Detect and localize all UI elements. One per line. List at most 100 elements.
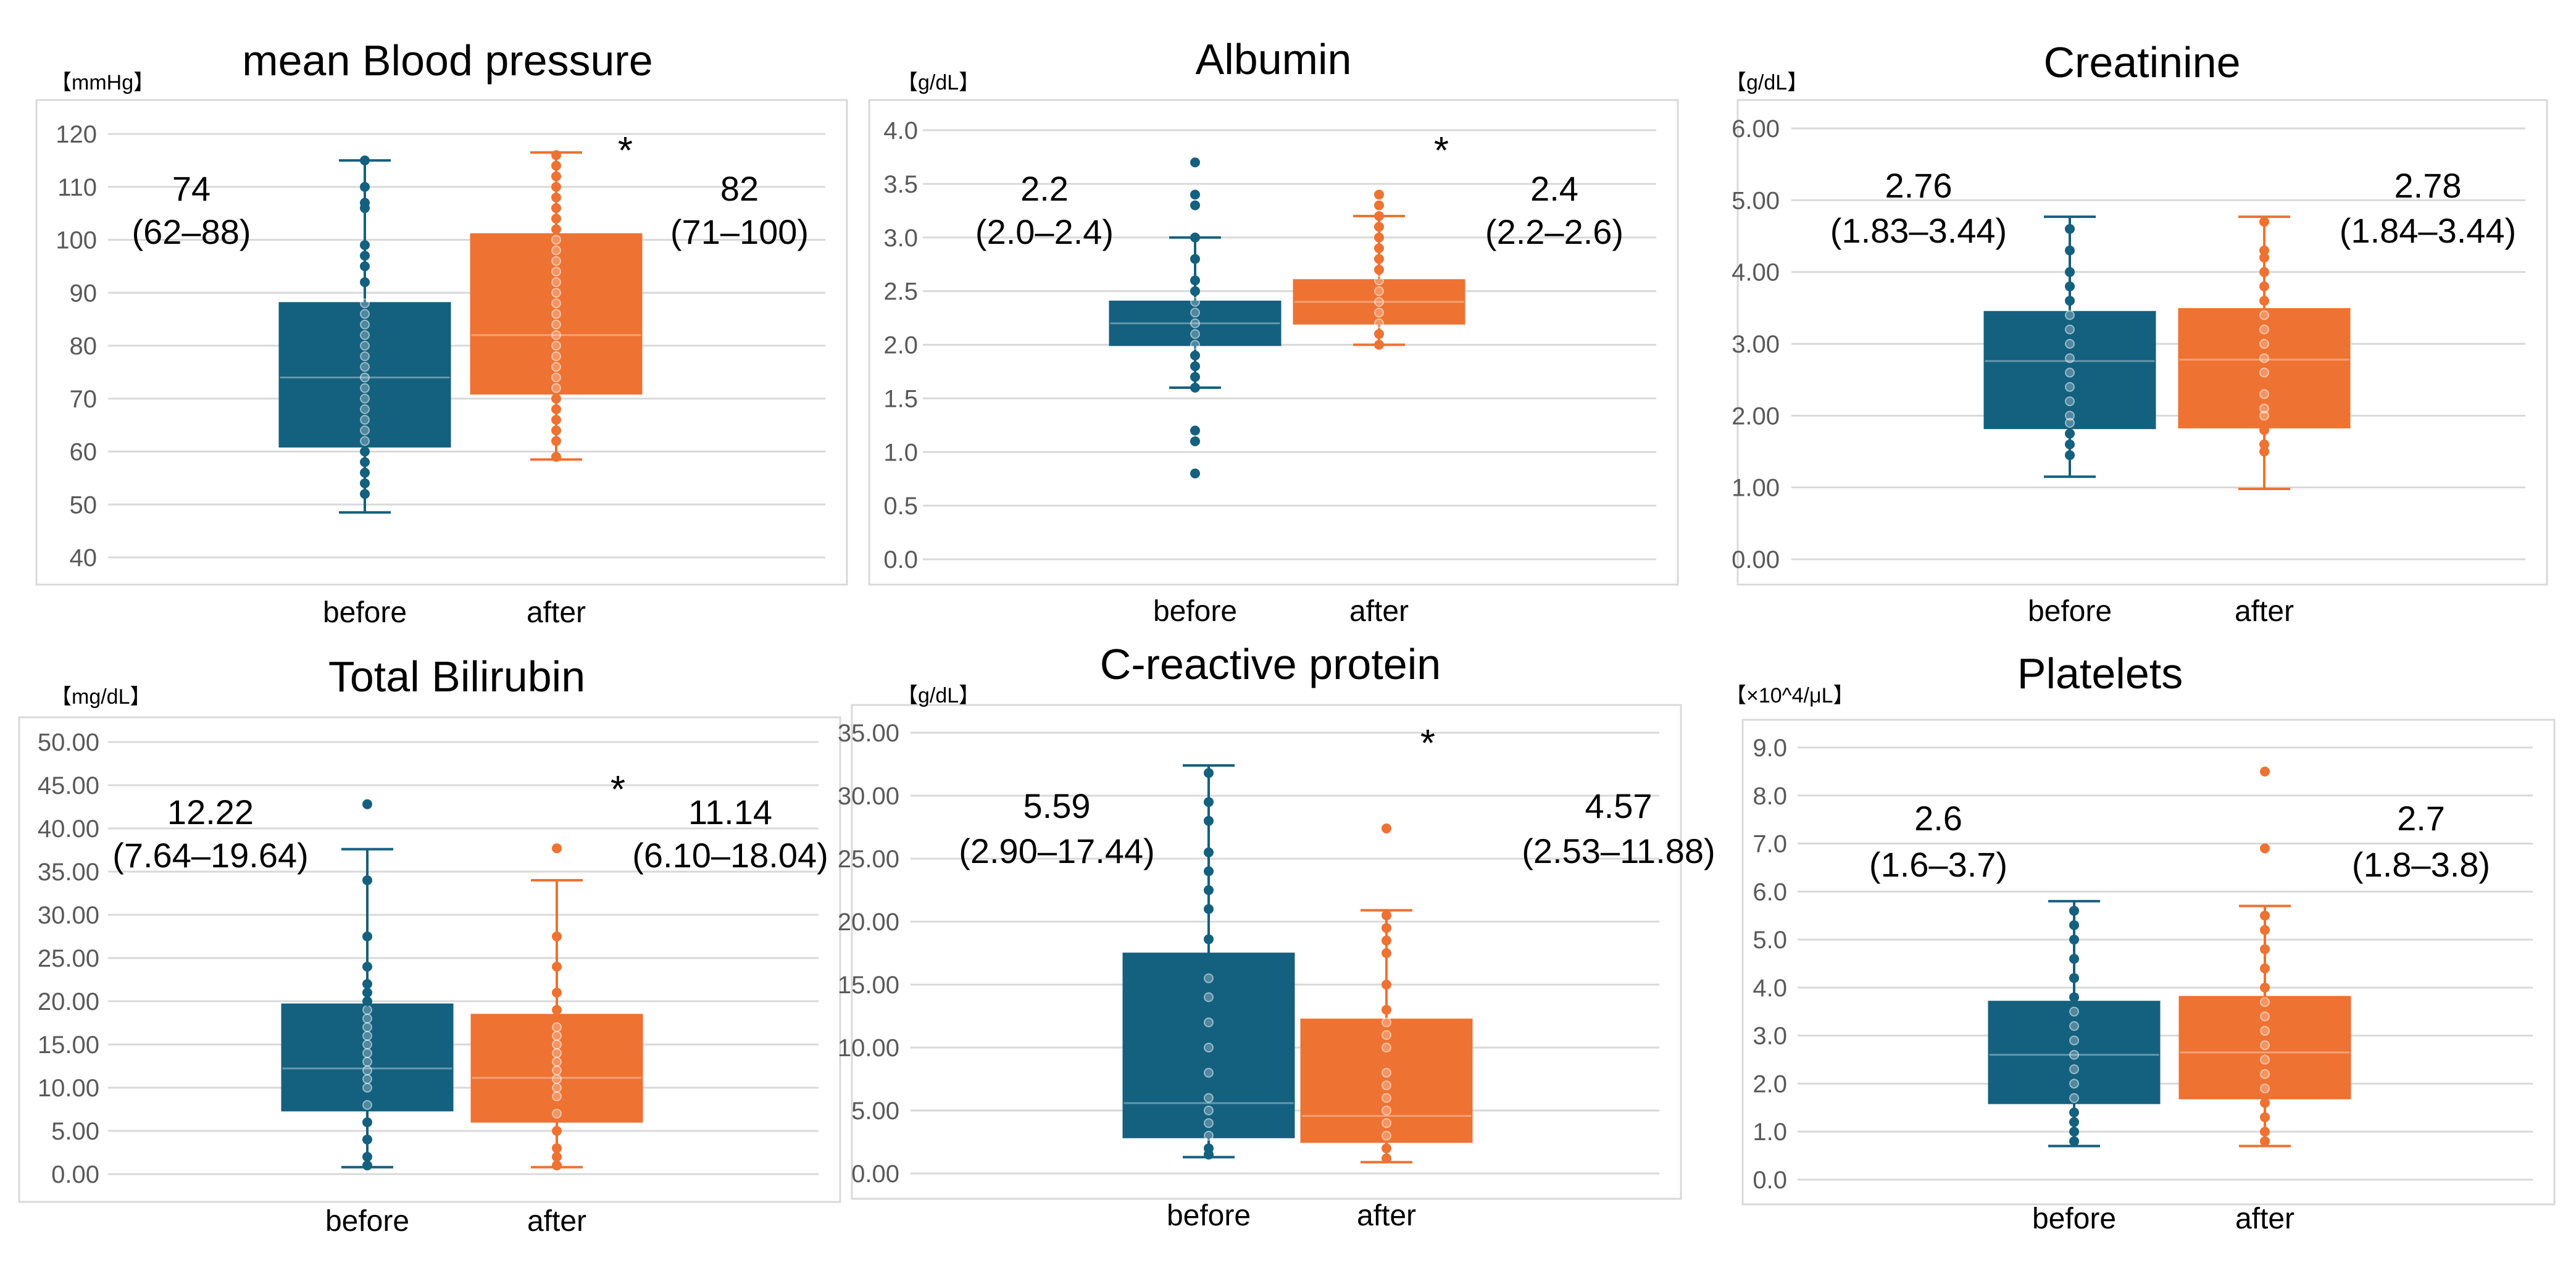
data-point bbox=[2065, 324, 2075, 335]
data-point bbox=[362, 988, 372, 998]
data-point bbox=[2069, 1117, 2079, 1127]
label-after-iqr: (2.53–11.88) bbox=[1522, 832, 1715, 870]
data-point bbox=[362, 1135, 372, 1144]
data-point bbox=[551, 425, 561, 436]
chart-title: mean Blood pressure bbox=[242, 36, 652, 85]
data-point bbox=[360, 489, 370, 499]
data-point bbox=[362, 1152, 372, 1162]
box-after bbox=[470, 150, 643, 462]
label-before-iqr: (2.90–17.44) bbox=[959, 832, 1155, 870]
y-tick-label: 50.00 bbox=[38, 729, 99, 756]
data-point bbox=[362, 1005, 372, 1015]
y-tick-label: 25.00 bbox=[38, 945, 99, 972]
data-point bbox=[1204, 847, 1214, 857]
y-tick-label: 6.00 bbox=[1732, 115, 1780, 143]
y-tick-label: 4.00 bbox=[1732, 259, 1780, 286]
significance-marker: * bbox=[611, 769, 625, 811]
data-point bbox=[1382, 1017, 1391, 1028]
data-point bbox=[1190, 329, 1200, 340]
data-point bbox=[360, 351, 370, 362]
data-point bbox=[552, 1109, 562, 1119]
data-point bbox=[551, 372, 561, 383]
data-point bbox=[2260, 1083, 2270, 1094]
chart-unit: 【mmHg】 bbox=[51, 71, 154, 94]
chart-title: Total Bilirubin bbox=[328, 652, 585, 701]
data-point bbox=[1382, 1118, 1391, 1128]
data-point bbox=[360, 330, 370, 340]
y-tick-label: 5.0 bbox=[1753, 927, 1787, 954]
y-tick-label: 2.0 bbox=[1753, 1070, 1787, 1098]
chart-title: Albumin bbox=[1196, 35, 1352, 83]
data-point bbox=[2259, 245, 2269, 256]
chart-frame bbox=[1736, 99, 2548, 586]
label-after-median: 2.7 bbox=[2397, 799, 2445, 838]
y-tick-label: 45.00 bbox=[38, 772, 99, 799]
chart-frame bbox=[35, 99, 848, 586]
data-point bbox=[2259, 296, 2269, 306]
data-point bbox=[2260, 944, 2270, 954]
box-iqr bbox=[470, 233, 643, 395]
data-point bbox=[2259, 403, 2269, 414]
y-tick-label: 0.5 bbox=[883, 493, 918, 520]
data-point bbox=[360, 467, 370, 478]
chart-panel-5: C-reactive protein 【g/dL】 0.00 5.00 10.00 15.… bbox=[838, 640, 1715, 1232]
data-point bbox=[1204, 866, 1214, 877]
label-before-median: 2.6 bbox=[1914, 799, 1962, 838]
y-tick-label: 90 bbox=[70, 280, 98, 307]
data-point bbox=[2260, 1136, 2270, 1146]
y-tick-label: 35.00 bbox=[38, 859, 99, 886]
box-after bbox=[470, 843, 643, 1170]
label-before-median: 2.76 bbox=[1885, 166, 1953, 205]
x-category-label: after bbox=[1357, 1199, 1416, 1232]
y-tick-label: 110 bbox=[57, 174, 97, 201]
data-point bbox=[1204, 1093, 1214, 1103]
data-point bbox=[1204, 797, 1214, 807]
y-tick-label: 8.0 bbox=[1753, 783, 1787, 810]
data-point bbox=[1374, 222, 1384, 232]
data-point bbox=[2065, 310, 2075, 320]
data-point bbox=[552, 1005, 562, 1015]
data-point bbox=[1190, 361, 1200, 372]
data-point bbox=[552, 962, 562, 972]
data-point bbox=[2065, 296, 2075, 306]
chart-title: Platelets bbox=[2017, 649, 2183, 698]
label-after-median: 2.4 bbox=[1530, 169, 1578, 208]
y-tick-label: 20.00 bbox=[838, 909, 899, 936]
data-point bbox=[360, 198, 370, 208]
data-point bbox=[2260, 843, 2270, 854]
data-point bbox=[552, 1074, 562, 1084]
data-point bbox=[1382, 935, 1391, 946]
data-point bbox=[2069, 920, 2079, 930]
label-before-median: 5.59 bbox=[1023, 786, 1091, 825]
data-point bbox=[1382, 1093, 1391, 1103]
data-point bbox=[2069, 1127, 2079, 1137]
data-point bbox=[360, 155, 370, 165]
data-point bbox=[552, 1057, 562, 1067]
y-tick-label: 0.0 bbox=[1753, 1167, 1787, 1194]
chart-panel-3: Creatinine 【g/dL】 0.00 1.00 2.00 3.00 4.00 5.00… bbox=[1725, 38, 2548, 628]
y-tick-label: 1.00 bbox=[1732, 475, 1780, 502]
data-point bbox=[2260, 1054, 2270, 1065]
data-point bbox=[1190, 297, 1200, 307]
data-point bbox=[551, 383, 561, 393]
data-point bbox=[1204, 1017, 1214, 1028]
y-tick-label: 4.0 bbox=[883, 117, 918, 144]
data-point bbox=[2260, 1025, 2270, 1036]
data-point bbox=[362, 1031, 372, 1041]
chart-panel-1: mean Blood pressure 【mmHg】 40 50 60 70 80 90 100… bbox=[35, 36, 848, 629]
data-point bbox=[2069, 954, 2079, 964]
chart-unit: 【g/dL】 bbox=[1725, 71, 1808, 94]
y-tick-label: 80 bbox=[70, 333, 98, 360]
data-point bbox=[1374, 307, 1384, 318]
data-point bbox=[360, 341, 370, 351]
data-point bbox=[1190, 425, 1200, 436]
box-iqr bbox=[2178, 996, 2351, 1099]
data-point bbox=[2260, 1098, 2270, 1108]
chart-frame bbox=[851, 704, 1682, 1200]
data-point bbox=[551, 214, 561, 224]
data-point bbox=[2065, 417, 2075, 428]
data-point bbox=[1190, 436, 1200, 446]
data-point bbox=[551, 277, 561, 288]
data-point bbox=[1374, 211, 1384, 221]
data-point bbox=[551, 362, 561, 372]
